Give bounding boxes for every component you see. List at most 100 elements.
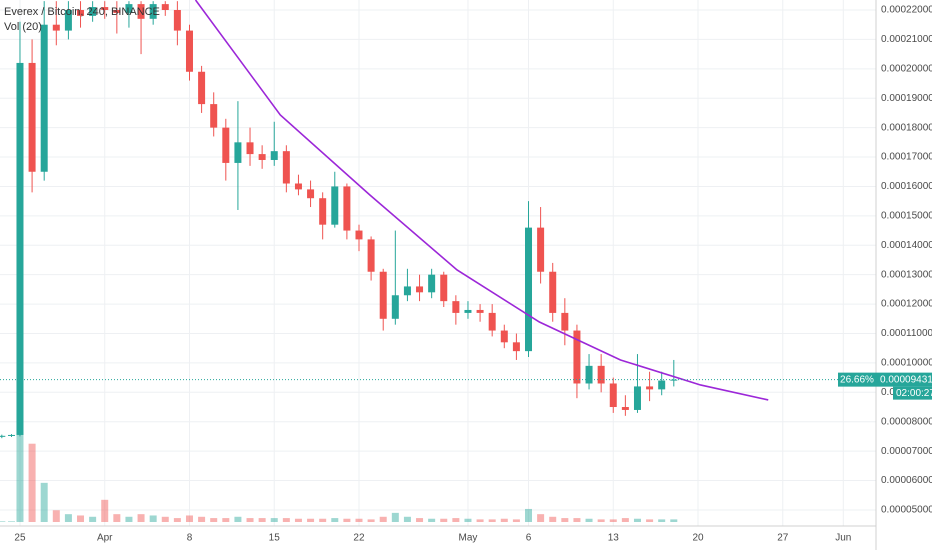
volume-bar — [282, 518, 290, 522]
trend-line — [194, 0, 769, 401]
candle-body — [0, 435, 6, 437]
candle-body — [307, 189, 315, 199]
x-tick-label: Jun — [835, 533, 851, 544]
candle-body — [440, 274, 448, 302]
y-tick-label: 0.00007000 — [881, 446, 932, 457]
volume-bar — [64, 514, 72, 522]
volume-bar — [609, 519, 617, 522]
volume-bar — [488, 519, 496, 522]
candle-body — [621, 407, 629, 410]
candle-body — [452, 301, 460, 313]
y-tick-label: 0.00008000 — [881, 416, 932, 427]
x-tick-label: 15 — [269, 533, 281, 544]
candle-body — [52, 24, 60, 31]
change-label: 26.66% — [840, 374, 874, 385]
candle-body — [282, 151, 290, 184]
candle-body — [294, 183, 302, 190]
last-price-box — [876, 372, 932, 387]
candle-body — [173, 9, 181, 31]
volume-bar — [403, 516, 411, 522]
candle-body — [8, 434, 16, 436]
countdown-label: 02:00:27 — [896, 388, 932, 399]
x-tick-label: 25 — [14, 533, 26, 544]
volume-bar — [185, 515, 193, 522]
x-tick-label: May — [459, 533, 478, 544]
y-tick-label: 0.00012000 — [881, 299, 932, 310]
volume-bar — [658, 519, 666, 522]
x-tick-label: 13 — [608, 533, 620, 544]
countdown-box — [893, 386, 932, 400]
y-tick-label: 0.00022000 — [881, 5, 932, 16]
last-price-label: 0.00009431 — [880, 374, 932, 385]
candle-body — [40, 24, 48, 172]
volume-bar — [367, 519, 375, 522]
volume-bar — [537, 514, 545, 522]
volume-bar — [137, 514, 145, 522]
candle-body — [210, 104, 218, 128]
candle-body — [343, 186, 351, 231]
volume-bar — [16, 409, 24, 522]
candle-body — [137, 4, 145, 19]
labels: 0.00005000 0.00006000 0.00007000 0.00008000… — [14, 5, 932, 544]
volume-bar — [161, 516, 169, 522]
candle-body — [573, 330, 581, 384]
volume-bar — [198, 516, 206, 522]
marks — [0, 0, 876, 522]
volume-bar — [210, 518, 218, 522]
volume-bar — [89, 516, 97, 522]
candle-body — [222, 127, 230, 163]
volume-bar — [234, 516, 242, 522]
candle-body — [367, 239, 375, 272]
candle-body — [16, 62, 24, 435]
candle-body — [512, 342, 520, 352]
candle-body — [537, 227, 545, 272]
x-tick-label: 6 — [526, 533, 532, 544]
candle-body — [488, 312, 496, 331]
volume-bar — [270, 518, 278, 522]
volume-bar — [452, 518, 460, 522]
candle-body — [89, 7, 97, 16]
candle-body — [331, 186, 339, 225]
y-tick-label: 0.00015000 — [881, 210, 932, 221]
y-tick-label: 0.00011000 — [881, 328, 932, 339]
y-tick-label: 0.00014000 — [881, 240, 932, 251]
candle-body — [113, 9, 121, 13]
volume-bar — [391, 512, 399, 522]
volume-bar — [331, 518, 339, 522]
candle-body — [101, 7, 109, 10]
y-tick-label: 0.00018000 — [881, 122, 932, 133]
volume-bar — [585, 518, 593, 522]
volume-bar — [222, 518, 230, 522]
candle-body — [270, 151, 278, 160]
candle-body — [125, 4, 133, 13]
y-tick-label: 0.00017000 — [881, 152, 932, 163]
candle-body — [428, 274, 436, 293]
candle-body — [549, 271, 557, 313]
volume-bar — [621, 518, 629, 522]
volume-bar — [440, 518, 448, 522]
candle-body — [658, 380, 666, 390]
volume-bar — [125, 516, 133, 522]
candle-body — [234, 142, 242, 163]
candle-body — [258, 154, 266, 160]
volume-bar — [173, 518, 181, 522]
y-tick-label: 0.00006000 — [881, 475, 932, 486]
volume-bar — [307, 518, 315, 522]
candle-body — [77, 9, 85, 16]
chart-title: Everex / Bitcoin, 240, BINANCE — [4, 6, 160, 18]
candle-body — [198, 71, 206, 105]
y-tick-label: 0.00016000 — [881, 181, 932, 192]
x-tick-label: 27 — [777, 533, 789, 544]
candle-body — [476, 309, 484, 313]
candle-body — [464, 309, 472, 313]
volume-bar — [355, 518, 363, 522]
candle-body — [585, 365, 593, 384]
volume-bar — [294, 518, 302, 522]
volume-bar — [633, 518, 641, 522]
volume-bar — [258, 518, 266, 522]
candle-body — [379, 271, 387, 319]
volume-bar — [549, 516, 557, 522]
volume-bar — [416, 518, 424, 522]
y-tick-label: 0.00010000 — [881, 358, 932, 369]
change-box — [838, 372, 876, 387]
